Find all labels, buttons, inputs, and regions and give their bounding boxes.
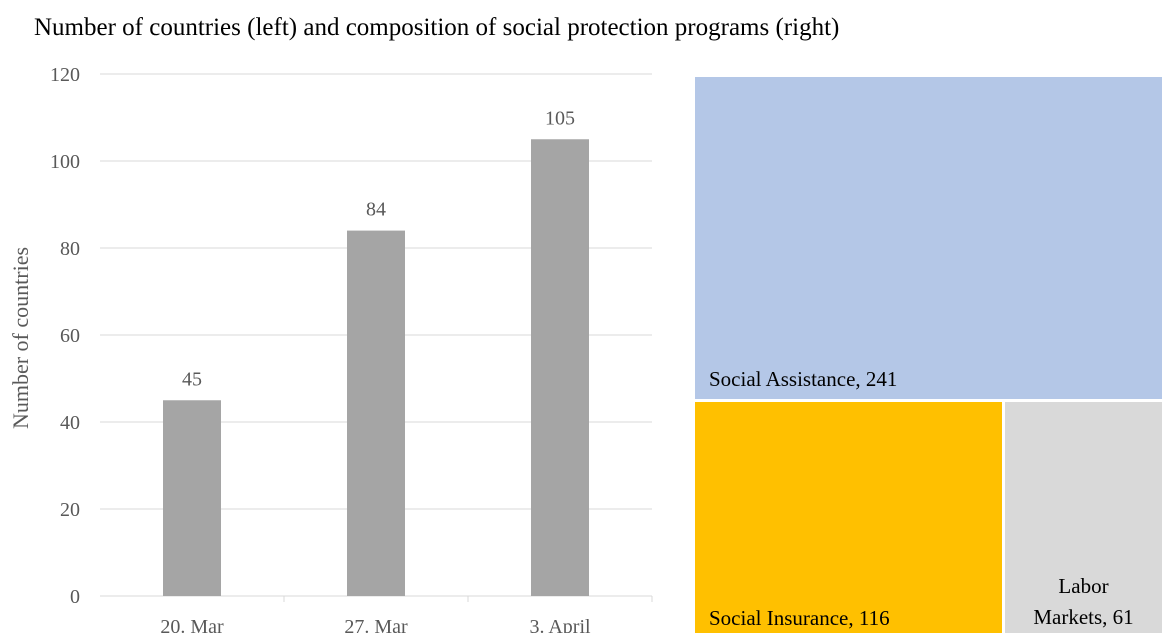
bar-series — [163, 139, 589, 596]
y-axis-title: Number of countries — [8, 247, 33, 429]
treemap-label-social-insurance: Social Insurance, 116 — [709, 606, 890, 630]
treemap-label-labor-line1: Labor — [1058, 574, 1109, 598]
chart-title: Number of countries (left) and compositi… — [34, 14, 840, 41]
y-tick-labels: 0 20 40 60 80 100 120 — [50, 64, 80, 608]
data-label: 45 — [182, 368, 202, 390]
y-tick-label: 60 — [60, 325, 80, 347]
bar-chart: 45 84 105 0 20 40 60 80 100 120 20. Mar 27. Mar 3.… — [8, 64, 653, 633]
y-tick-label: 100 — [50, 151, 80, 173]
y-tick-label: 120 — [50, 64, 80, 86]
x-tick-label: 3. April — [529, 616, 591, 633]
treemap-tile-social-insurance: Social Insurance, 116 — [695, 402, 1002, 633]
x-tick-label: 27. Mar — [344, 616, 408, 633]
x-tick-label: 20. Mar — [160, 616, 224, 633]
data-label: 84 — [366, 199, 386, 221]
y-tick-label: 40 — [60, 412, 80, 434]
bar — [163, 400, 221, 596]
treemap-tile-labor-markets: Labor Markets, 61 — [1005, 402, 1162, 633]
y-tick-label: 0 — [70, 586, 80, 608]
y-tick-label: 80 — [60, 238, 80, 260]
bar — [531, 139, 589, 596]
treemap-tile-social-assistance: Social Assistance, 241 — [695, 77, 1162, 399]
data-label: 105 — [545, 107, 575, 129]
data-labels: 45 84 105 — [182, 107, 575, 390]
x-tick-labels: 20. Mar 27. Mar 3. April — [160, 616, 591, 633]
treemap-label-labor-line2: Markets, 61 — [1033, 605, 1134, 629]
y-tick-label: 20 — [60, 499, 80, 521]
bar — [347, 230, 405, 596]
treemap-label-social-assistance: Social Assistance, 241 — [709, 367, 898, 391]
